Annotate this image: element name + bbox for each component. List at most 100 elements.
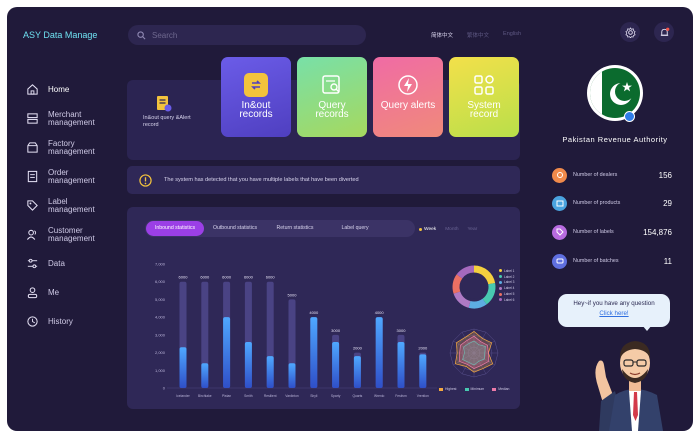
donut-slice[interactable] — [482, 282, 496, 305]
assistant-avatar[interactable] — [591, 325, 677, 431]
bar[interactable] — [179, 347, 187, 388]
user-icon — [25, 285, 40, 300]
home-icon — [25, 82, 40, 97]
search-icon — [137, 30, 146, 39]
tile-system-record[interactable]: System record — [449, 57, 519, 137]
radar-series[interactable] — [454, 330, 494, 373]
bar[interactable] — [310, 317, 318, 388]
search-bar[interactable] — [128, 25, 366, 45]
bar-track[interactable] — [201, 281, 209, 388]
lightning-icon — [396, 73, 420, 97]
bar[interactable] — [375, 317, 383, 388]
sidebar-item-order[interactable]: Order management — [25, 162, 120, 191]
diversion-alert[interactable]: The system has detected that you have mu… — [127, 166, 520, 194]
stat-value: 154,876 — [643, 227, 672, 237]
bar[interactable] — [353, 356, 361, 388]
tab-outbound-statistics[interactable]: Outbound statistics — [212, 224, 258, 231]
sidebar-item-customer[interactable]: Customer management — [25, 220, 120, 249]
x-tick-label: Quarts — [352, 394, 362, 398]
factory-icon — [25, 140, 40, 155]
bar[interactable] — [397, 341, 405, 388]
bar[interactable] — [244, 341, 252, 388]
period-week-label: Week — [424, 227, 437, 232]
search-input[interactable] — [152, 30, 352, 40]
donut-legend-item: Label 6 — [499, 297, 514, 303]
radar-series[interactable] — [462, 340, 486, 366]
inbound-bar-chart: 7,000 6,000 5,000 4,000 3,000 2,000 1,000 0 6000… — [155, 262, 437, 398]
help-link[interactable]: Click here! — [599, 310, 629, 317]
tab-return-statistics[interactable]: Return statistics — [276, 224, 314, 231]
bar-data-label: 3000 — [331, 328, 341, 333]
donut-legend-item: Label 5 — [499, 291, 514, 297]
tab-label-query[interactable]: Label query — [341, 224, 369, 231]
sidebar-item-data[interactable]: Data — [25, 249, 120, 278]
lang-simplified-chinese[interactable]: 简体中文 — [431, 33, 454, 39]
radar-spoke — [473, 332, 487, 354]
query-alert-icon[interactable] — [155, 95, 173, 118]
bubble-tail — [642, 325, 652, 331]
y-tick-label: 0 — [163, 386, 166, 391]
gear-icon — [624, 26, 636, 38]
donut-legend-item: Label 1 — [499, 268, 514, 274]
donut-slice[interactable] — [453, 291, 471, 308]
sidebar-item-history[interactable]: History — [25, 307, 120, 336]
sidebar-nav: Home Merchant management Factory managem… — [25, 75, 120, 336]
sidebar-item-home[interactable]: Home — [25, 75, 120, 104]
stat-labels: Number of labels 154,876 — [552, 223, 672, 241]
bar-data-label: 6000 — [200, 275, 210, 280]
bar[interactable] — [266, 356, 274, 388]
sidebar-item-label-management[interactable]: Label management — [25, 191, 120, 220]
stat-value: 11 — [663, 256, 672, 266]
sidebar-item-label: Home — [48, 84, 70, 94]
org-name: Pakistan Revenue Authority — [562, 135, 668, 144]
sidebar-item-label: Data — [48, 258, 65, 268]
bar-data-label: 5000 — [288, 292, 298, 297]
radar-chart — [449, 328, 499, 378]
period-year[interactable]: Year — [467, 227, 478, 232]
statistics-panel: Inbound statistics Outbound statistics R… — [127, 207, 520, 409]
stat-batches: Number of batches 11 — [552, 252, 672, 270]
sidebar-item-me[interactable]: Me — [25, 278, 120, 307]
settings-button[interactable] — [620, 22, 640, 42]
sidebar-item-factory[interactable]: Factory management — [25, 133, 120, 162]
sidebar-item-merchant[interactable]: Merchant management — [25, 104, 120, 133]
notifications-button[interactable] — [654, 22, 674, 42]
radar-legend-item: Highest — [439, 387, 457, 391]
lang-traditional-chinese[interactable]: 繁体中文 — [467, 33, 490, 39]
brand-title: ASY Data Manage — [23, 30, 98, 40]
donut-slice[interactable] — [468, 298, 487, 309]
tile-query-records[interactable]: Query records — [297, 57, 367, 137]
period-month[interactable]: Month — [445, 227, 459, 232]
stat-label: Number of products — [573, 200, 621, 206]
bar[interactable] — [223, 317, 231, 388]
verified-badge-icon — [624, 111, 635, 122]
order-icon — [25, 169, 40, 184]
period-selector: Week Month Year — [419, 227, 477, 232]
x-tick-label: Vanlinton — [285, 394, 299, 398]
tab-inbound-statistics[interactable]: Inbound statistics — [146, 221, 204, 236]
bar[interactable] — [288, 363, 296, 388]
language-switcher: 简体中文 繁体中文 English — [431, 31, 521, 39]
bar[interactable] — [419, 354, 427, 388]
label-donut-chart — [452, 265, 496, 309]
sidebar-item-label: Customer management — [48, 225, 95, 243]
donut-slice[interactable] — [452, 274, 463, 294]
lang-english[interactable]: English — [503, 31, 522, 37]
bar[interactable] — [332, 341, 340, 388]
y-tick-label: 4,000 — [155, 315, 166, 320]
tile-inout-records[interactable]: In&out records — [221, 57, 291, 137]
query-alert-label: In&out query &Alert record — [143, 115, 191, 128]
bar-data-label: 4000 — [309, 310, 319, 315]
sidebar-item-label: Merchant management — [48, 109, 95, 127]
period-week[interactable]: Week — [419, 227, 436, 232]
sidebar-item-label: Order management — [48, 167, 95, 185]
radar-legend-item: Median — [492, 387, 509, 391]
donut-slice[interactable] — [473, 265, 496, 285]
radar-series[interactable] — [459, 335, 489, 369]
sidebar-item-label: Factory management — [48, 138, 95, 156]
app-window: ASY Data Manage 简体中文 繁体中文 English Home M… — [7, 7, 693, 431]
tile-query-alerts[interactable]: Query alerts — [373, 57, 443, 137]
donut-slice[interactable] — [456, 265, 475, 279]
bar[interactable] — [201, 363, 209, 388]
donut-hole — [462, 275, 486, 299]
